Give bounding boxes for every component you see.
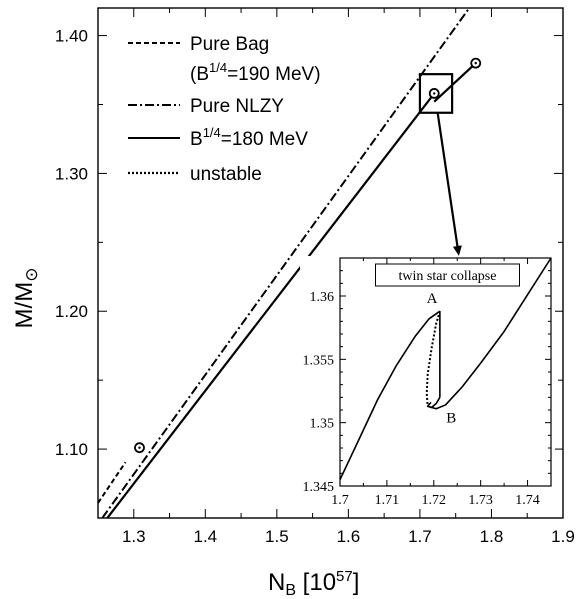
inset-series-line-dotted — [425, 310, 441, 407]
zoom-box — [418, 73, 454, 114]
y-tick-label: 1.30 — [55, 164, 88, 183]
data-marker-dot — [138, 446, 141, 449]
inset-plot: 1.7 1.71 1.72 1.73 1.74 1.345 1.35 1.355 1.36 t… — [300, 256, 555, 508]
inset-x-tick-labels: 1.7 1.71 1.72 1.73 1.74 — [331, 493, 540, 508]
x-tick-label: 1.4 — [193, 527, 217, 546]
inset-point-label: B — [446, 411, 456, 427]
series-line-dashdot — [101, 7, 471, 519]
inset-y-tick-labels: 1.345 1.35 1.355 1.36 — [303, 290, 335, 495]
inset-point-labels: AB — [427, 291, 457, 427]
legend-label-pure-bag: Pure Bag — [190, 34, 269, 55]
legend-label-pure-nlzy: Pure NLZY — [190, 96, 284, 117]
x-tick-labels: 1.3 1.4 1.5 1.6 1.7 1.8 1.9 — [122, 527, 575, 546]
inset-title-box — [375, 263, 520, 287]
legend-label-bag-param: (B1/4=190 MeV) — [190, 60, 321, 85]
x-tick-label: 1.6 — [337, 527, 361, 546]
main-axis-ticks — [97, 8, 564, 519]
zoom-arrow-line — [436, 112, 460, 251]
x-tick-label: 1.5 — [265, 527, 289, 546]
legend: Pure Bag (B1/4=190 MeV) Pure NLZY B1/4=1… — [128, 34, 321, 185]
inset-title: twin star collapse — [399, 269, 497, 284]
y-axis-title: M/M⊙ — [11, 268, 41, 329]
inset-y-tick-label: 1.355 — [303, 353, 335, 368]
y-tick-label: 1.40 — [55, 27, 88, 46]
data-marker-dot — [474, 61, 477, 65]
inset-point-label: A — [427, 291, 438, 307]
x-tick-label: 1.7 — [408, 527, 432, 546]
inset-x-tick-label: 1.71 — [375, 493, 400, 508]
x-tick-label: 1.8 — [480, 527, 504, 546]
inset-y-tick-label: 1.345 — [303, 480, 335, 495]
x-tick-label: 1.9 — [551, 527, 575, 546]
inset-x-tick-label: 1.7 — [331, 493, 349, 508]
y-tick-labels: 1.10 1.20 1.30 1.40 — [55, 27, 88, 460]
x-axis-title: NB [1057] — [268, 568, 359, 599]
x-tick-label: 1.3 — [122, 527, 146, 546]
inset-x-tick-label: 1.72 — [422, 493, 447, 508]
y-tick-label: 1.10 — [55, 440, 88, 459]
inset-x-tick-label: 1.73 — [468, 493, 493, 508]
inset-y-tick-label: 1.35 — [310, 417, 335, 432]
y-tick-label: 1.20 — [55, 302, 88, 321]
inset-series-line-solid — [427, 257, 552, 410]
inset-x-tick-label: 1.74 — [515, 493, 540, 508]
main-plot: 1.3 1.4 1.5 1.6 1.7 1.8 1.9 1.10 1.20 1.30 1.40 — [55, 7, 575, 546]
zoom-arrow-head — [452, 245, 462, 256]
inset-series-group — [339, 257, 552, 481]
main-plot-frame — [97, 7, 564, 519]
series-line-dashed — [97, 461, 127, 504]
series-line-solid — [106, 92, 436, 519]
main-series-group — [97, 7, 477, 519]
legend-label-unstable: unstable — [190, 164, 262, 185]
legend-label-b180: B1/4=180 MeV — [190, 125, 308, 150]
series-line-solid — [433, 62, 477, 103]
inset-y-tick-label: 1.36 — [310, 290, 335, 305]
inset-frame — [339, 257, 552, 487]
data-marker-dot — [433, 92, 436, 95]
inset-series-line-solid — [339, 310, 441, 481]
main-markers-group — [134, 57, 482, 454]
